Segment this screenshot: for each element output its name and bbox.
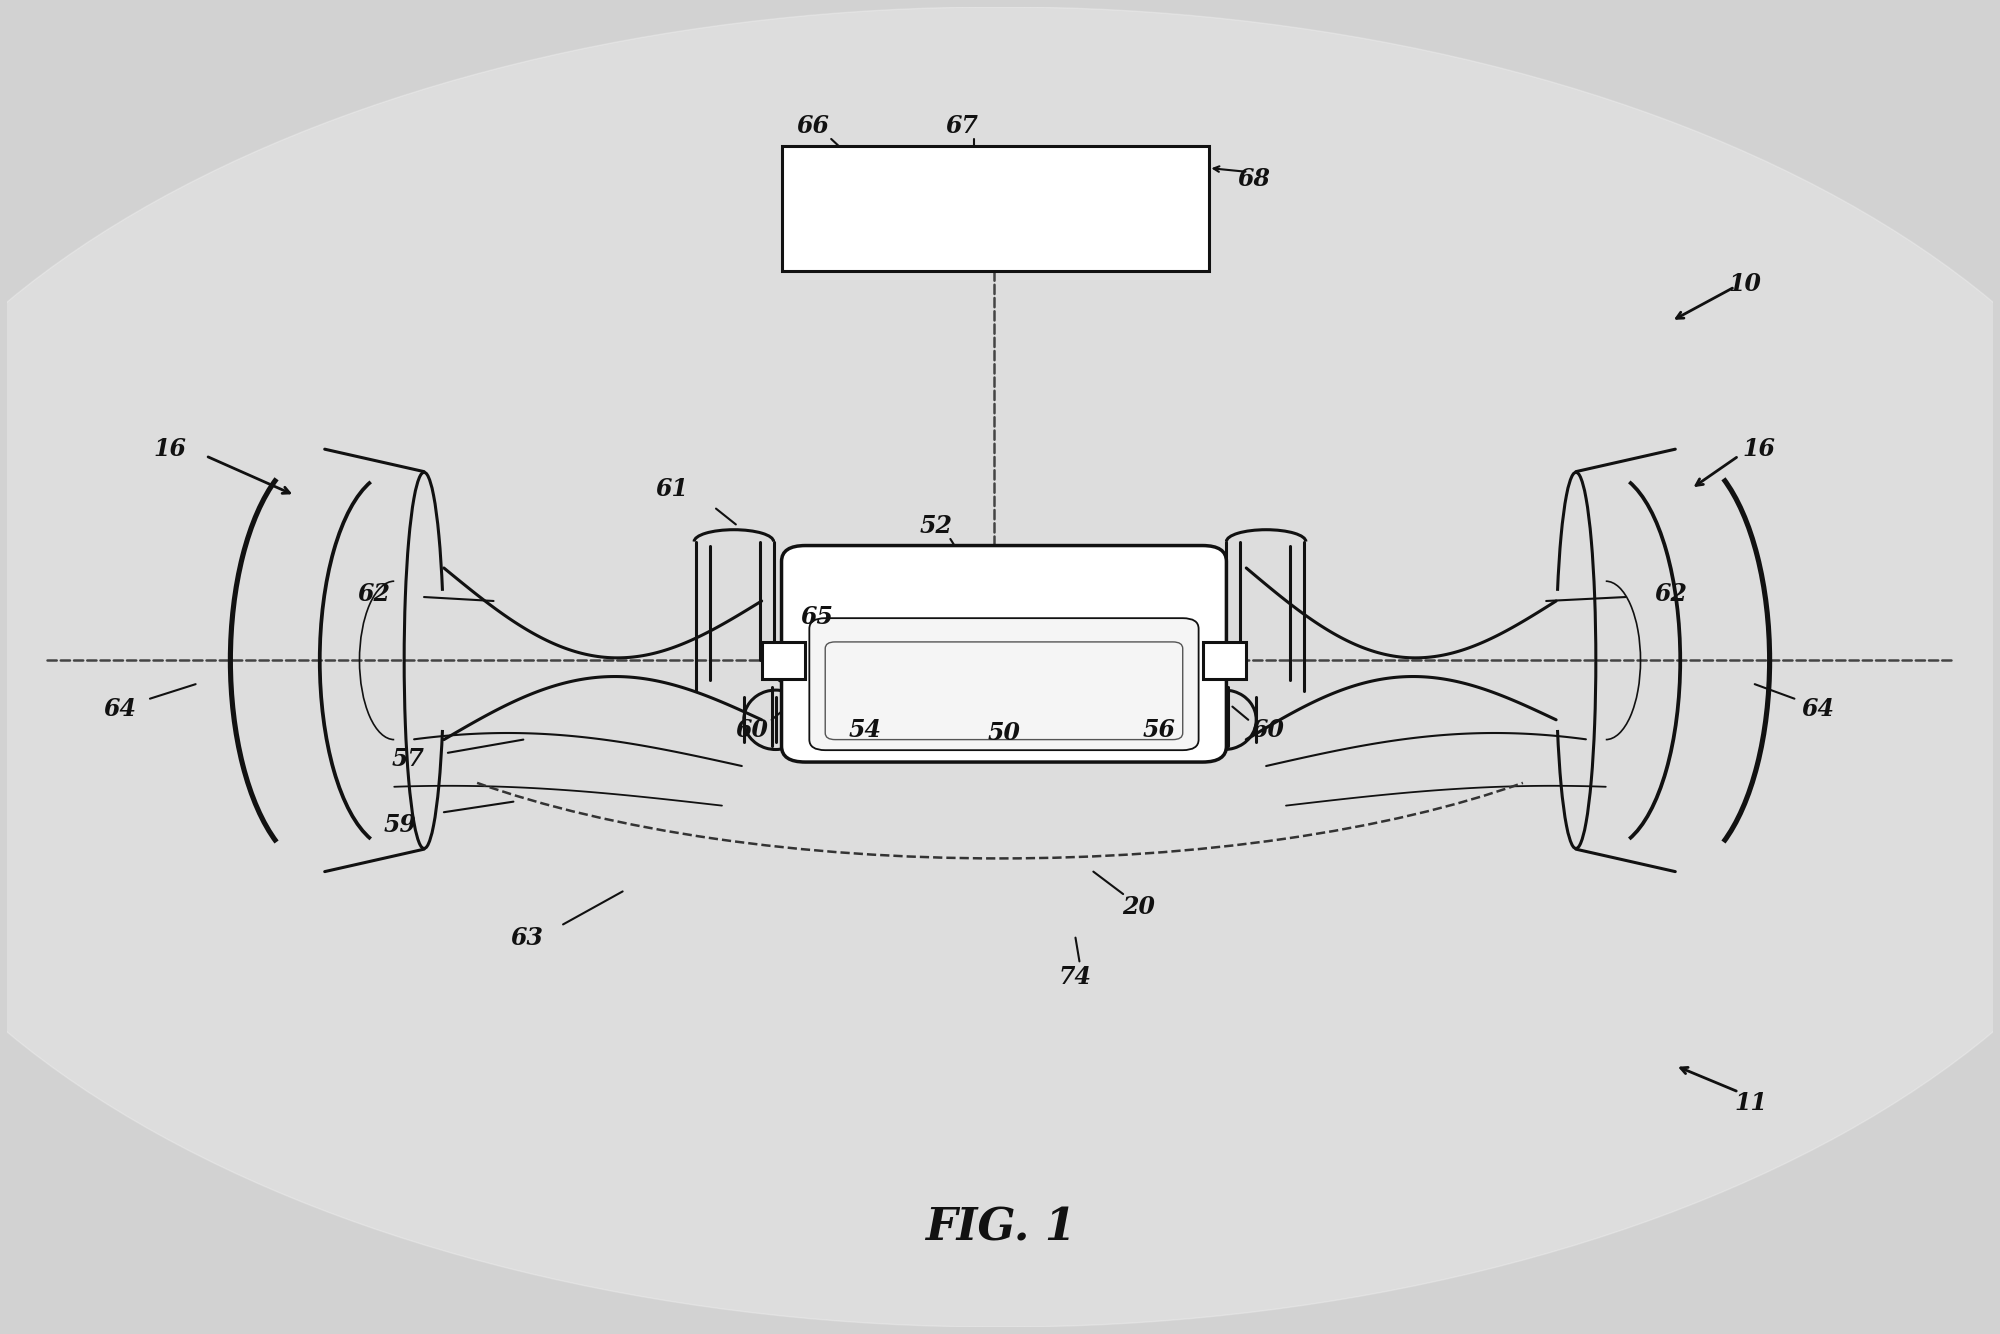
Text: 57: 57 bbox=[392, 747, 424, 771]
Text: 60: 60 bbox=[736, 719, 768, 742]
Text: 20: 20 bbox=[1122, 895, 1156, 919]
FancyBboxPatch shape bbox=[782, 546, 1226, 762]
Text: 61: 61 bbox=[656, 476, 688, 500]
Text: 68: 68 bbox=[1238, 167, 1270, 191]
Text: 54: 54 bbox=[848, 719, 882, 742]
Text: 16: 16 bbox=[1742, 438, 1776, 462]
Text: 52: 52 bbox=[920, 514, 952, 538]
Text: 59: 59 bbox=[384, 814, 416, 838]
Text: 50: 50 bbox=[988, 720, 1020, 744]
Text: 16: 16 bbox=[154, 438, 186, 462]
Text: 64: 64 bbox=[104, 698, 136, 722]
Text: 10: 10 bbox=[1728, 272, 1762, 296]
Bar bbox=[1202, 642, 1246, 679]
Bar bbox=[782, 145, 1208, 271]
Text: 65: 65 bbox=[800, 604, 834, 628]
Text: 11: 11 bbox=[1734, 1091, 1768, 1115]
Text: 60: 60 bbox=[1252, 719, 1284, 742]
Text: 62: 62 bbox=[358, 583, 390, 607]
Text: 64: 64 bbox=[1802, 698, 1834, 722]
Text: 56: 56 bbox=[1142, 719, 1176, 742]
Text: 62: 62 bbox=[1654, 583, 1688, 607]
Text: 67: 67 bbox=[946, 113, 978, 137]
Text: 63: 63 bbox=[510, 926, 544, 950]
Text: 74: 74 bbox=[1058, 966, 1092, 990]
FancyBboxPatch shape bbox=[810, 618, 1198, 750]
Bar bbox=[762, 642, 806, 679]
Text: 66: 66 bbox=[796, 113, 830, 137]
Ellipse shape bbox=[0, 7, 2000, 1327]
Text: FIG. 1: FIG. 1 bbox=[924, 1206, 1076, 1250]
